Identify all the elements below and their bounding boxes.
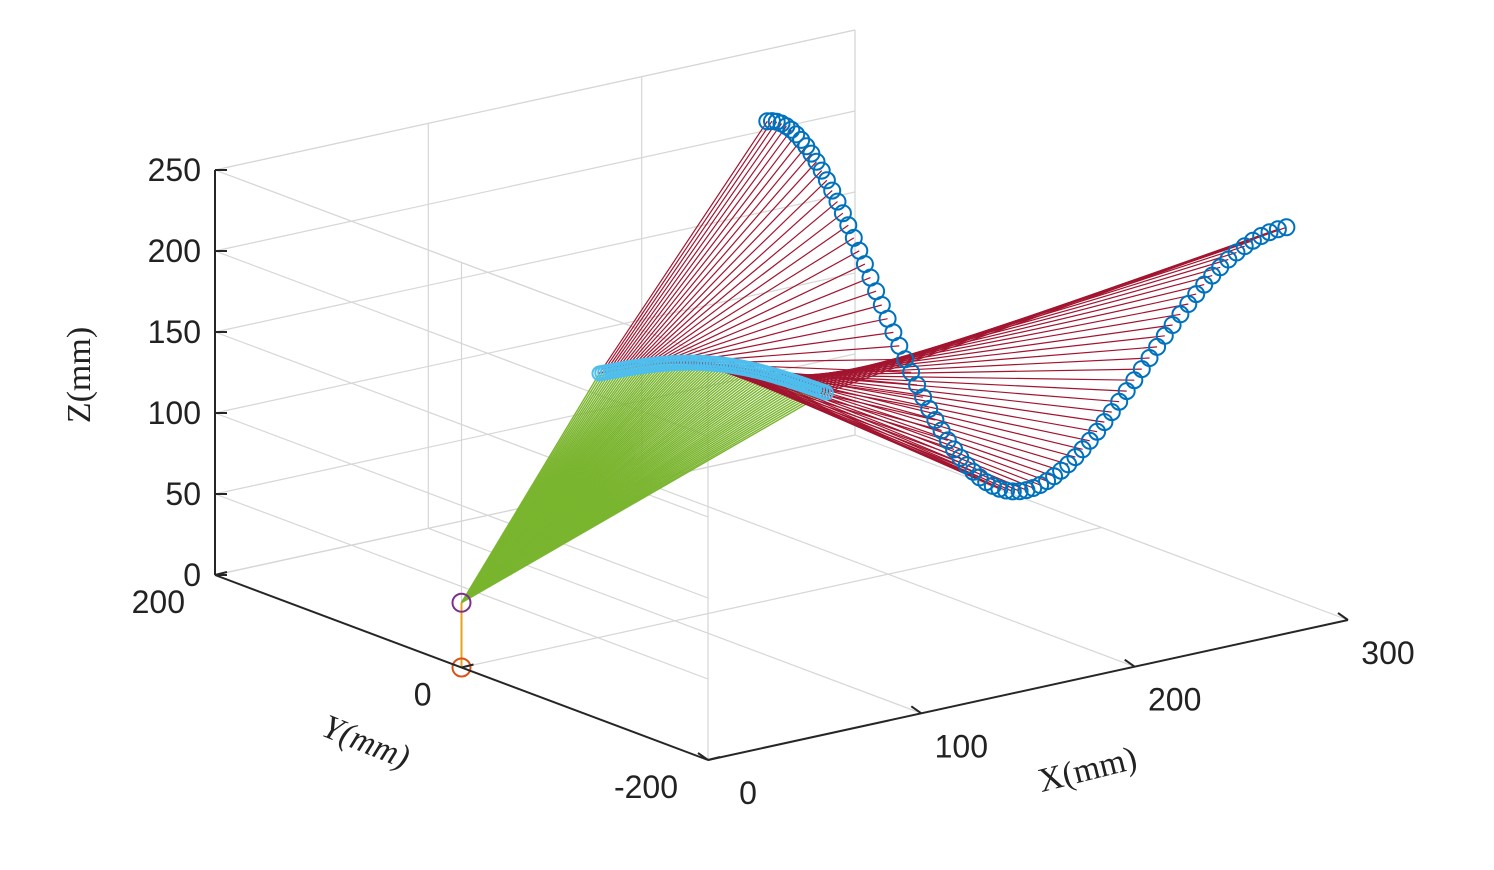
end-effector-marker (828, 192, 847, 211)
link2-line (647, 237, 855, 366)
link2-line (639, 201, 838, 368)
end-effector-marker (817, 171, 836, 190)
grid-line-z (214, 191, 856, 333)
axis-lines (214, 169, 1349, 761)
link2-line (719, 363, 1007, 492)
x-axis-label: X(mm) (1034, 740, 1140, 800)
link2-line (765, 372, 1120, 403)
y-tick-mark (214, 571, 228, 576)
link2-line (636, 190, 833, 368)
x-tick-mark (1124, 658, 1136, 668)
link2-line (607, 123, 782, 373)
end-effector-marker (990, 479, 1009, 498)
end-effector-marker (787, 125, 806, 144)
x-tick-mark (697, 752, 709, 761)
grid-line-z (214, 110, 856, 252)
shoulder-marker (451, 592, 472, 613)
end-effector-marker (812, 161, 831, 180)
z-tick-label: 50 (165, 476, 201, 512)
link2-line (599, 120, 768, 374)
link2-line (633, 179, 828, 368)
end-effector-marker (932, 421, 951, 440)
end-effector-marker (782, 120, 801, 139)
link2-line (613, 129, 792, 372)
link2-line (630, 170, 823, 369)
x-tick-mark (910, 705, 922, 715)
end-effector-marker (833, 204, 852, 223)
end-effector-marker (1260, 223, 1279, 242)
end-effector-marker (957, 456, 976, 475)
link2-line (656, 277, 871, 365)
end-effector-marker (964, 462, 983, 481)
end-effector-marker (1268, 220, 1287, 239)
end-effector-marker (1003, 482, 1022, 501)
link2-line (725, 364, 1020, 492)
x-tick-label: 200 (1148, 682, 1201, 718)
x-tick-label: 100 (935, 728, 988, 764)
base-marker (451, 657, 472, 678)
z-tick-label: 200 (148, 233, 201, 269)
z-tick-label: 0 (183, 557, 201, 593)
y-tick-label: 0 (414, 677, 432, 713)
x-axis-line (707, 619, 1349, 761)
x-tick-mark (1337, 612, 1349, 621)
end-effector-marker (1252, 227, 1271, 245)
link2-line (616, 134, 797, 371)
y-tick-mark (707, 756, 721, 761)
joint-markers (451, 112, 1296, 678)
end-effector-marker (823, 181, 842, 200)
link2-line (601, 120, 773, 374)
end-effector-marker (997, 481, 1016, 500)
elbow-marker (817, 384, 834, 401)
link2-line (624, 153, 812, 370)
x-tick-label: 0 (739, 775, 757, 811)
link1-line (461, 391, 827, 604)
grid-line-z (214, 272, 856, 414)
link2-line (621, 145, 807, 370)
y-axis-label: Y(mm) (317, 708, 415, 776)
end-effector-marker (758, 112, 777, 131)
end-effector-marker (926, 411, 945, 429)
y-tick-mark (461, 663, 474, 669)
link2-line (627, 161, 817, 369)
z-tick-label: 250 (148, 152, 201, 188)
link1-trajectory (460, 362, 827, 668)
end-effector-marker (1277, 218, 1296, 237)
link2-line (653, 263, 866, 366)
link2-line (610, 125, 787, 372)
link2-line (731, 365, 1034, 489)
link2-line (662, 304, 882, 365)
link2-line (604, 121, 778, 373)
z-tick-label: 100 (148, 395, 201, 431)
y-tick-label: -200 (614, 769, 678, 805)
grid-line-y (461, 526, 1102, 669)
link2-line (716, 363, 1000, 490)
end-effector-marker (807, 152, 826, 171)
grid-line-z (214, 29, 856, 171)
link2-line (822, 228, 1279, 393)
x-tick-label: 300 (1361, 635, 1414, 671)
end-effector-marker (938, 431, 957, 450)
link2-line (644, 224, 849, 367)
z-axis-label: Z(mm) (61, 327, 98, 423)
link2-line (825, 226, 1287, 394)
link2-line (659, 290, 877, 365)
link2-line (642, 212, 844, 367)
link2-line (619, 139, 802, 371)
y-tick-label: 200 (132, 584, 185, 620)
end-effector-marker (1010, 482, 1029, 501)
link2-line (650, 250, 860, 366)
z-tick-label: 150 (148, 314, 201, 350)
end-effector-marker (920, 399, 939, 418)
